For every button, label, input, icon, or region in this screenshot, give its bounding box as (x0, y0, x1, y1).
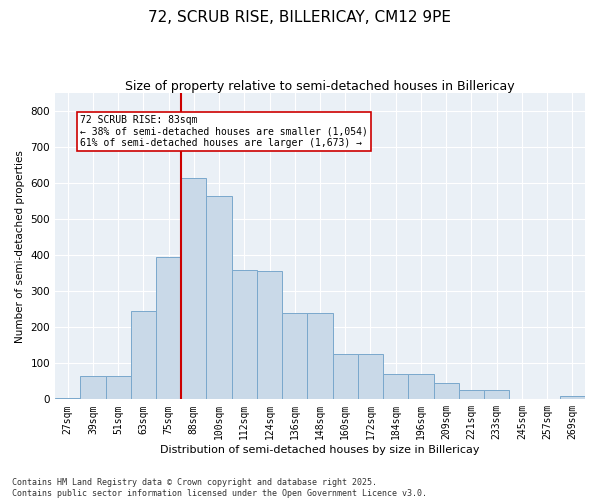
Bar (560, 396, 585, 400)
Bar (409, 374, 434, 400)
Bar (257, 272, 282, 400)
Bar (332, 354, 358, 400)
Bar (383, 374, 409, 400)
Bar (131, 311, 156, 400)
Bar (181, 178, 206, 400)
Bar (307, 313, 332, 400)
Bar (358, 354, 383, 400)
Bar (55, 398, 80, 400)
Title: Size of property relative to semi-detached houses in Billericay: Size of property relative to semi-detach… (125, 80, 515, 93)
X-axis label: Distribution of semi-detached houses by size in Billericay: Distribution of semi-detached houses by … (160, 445, 480, 455)
Bar (206, 196, 232, 400)
Text: 72, SCRUB RISE, BILLERICAY, CM12 9PE: 72, SCRUB RISE, BILLERICAY, CM12 9PE (149, 10, 452, 25)
Bar (106, 376, 131, 400)
Bar (459, 390, 484, 400)
Text: Contains HM Land Registry data © Crown copyright and database right 2025.
Contai: Contains HM Land Registry data © Crown c… (12, 478, 427, 498)
Bar (156, 257, 181, 400)
Bar (434, 383, 459, 400)
Bar (484, 390, 509, 400)
Bar (232, 270, 257, 400)
Bar (80, 376, 106, 400)
Bar (282, 313, 307, 400)
Y-axis label: Number of semi-detached properties: Number of semi-detached properties (15, 150, 25, 342)
Text: 72 SCRUB RISE: 83sqm
← 38% of semi-detached houses are smaller (1,054)
61% of se: 72 SCRUB RISE: 83sqm ← 38% of semi-detac… (80, 114, 368, 148)
